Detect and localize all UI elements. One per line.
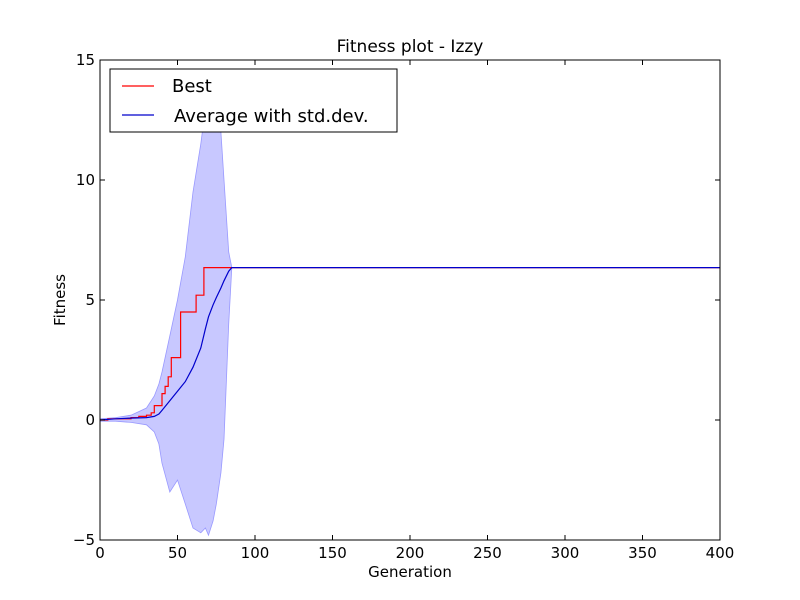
x-tick-label: 300 xyxy=(551,544,580,562)
x-tick-label: 100 xyxy=(241,544,270,562)
x-tick-label: 150 xyxy=(318,544,347,562)
series-line-best xyxy=(100,267,720,421)
y-tick-label: 10 xyxy=(76,171,95,189)
x-tick-label: 0 xyxy=(95,544,105,562)
legend-box xyxy=(109,68,398,133)
legend-label-best: Best xyxy=(172,76,212,97)
y-tick-label: −5 xyxy=(73,531,95,549)
x-tick-label: 50 xyxy=(168,544,187,562)
y-tick-label: 5 xyxy=(85,291,95,309)
x-tick-label: 250 xyxy=(473,544,502,562)
x-tick-label: 350 xyxy=(628,544,657,562)
data-layer xyxy=(100,71,720,537)
x-tick-label: 400 xyxy=(706,544,735,562)
chart-title: Fitness plot - Izzy xyxy=(337,37,484,57)
x-axis-label: Generation xyxy=(368,563,452,581)
y-axis-label: Fitness xyxy=(51,274,69,326)
x-tick-label: 200 xyxy=(396,544,425,562)
legend-label-average: Average with std.dev. xyxy=(174,106,369,127)
y-tick-label: 15 xyxy=(76,51,95,69)
y-tick-label: 0 xyxy=(85,411,95,429)
legend: Best Average with std.dev. xyxy=(109,68,398,133)
series-line-average xyxy=(100,267,720,421)
